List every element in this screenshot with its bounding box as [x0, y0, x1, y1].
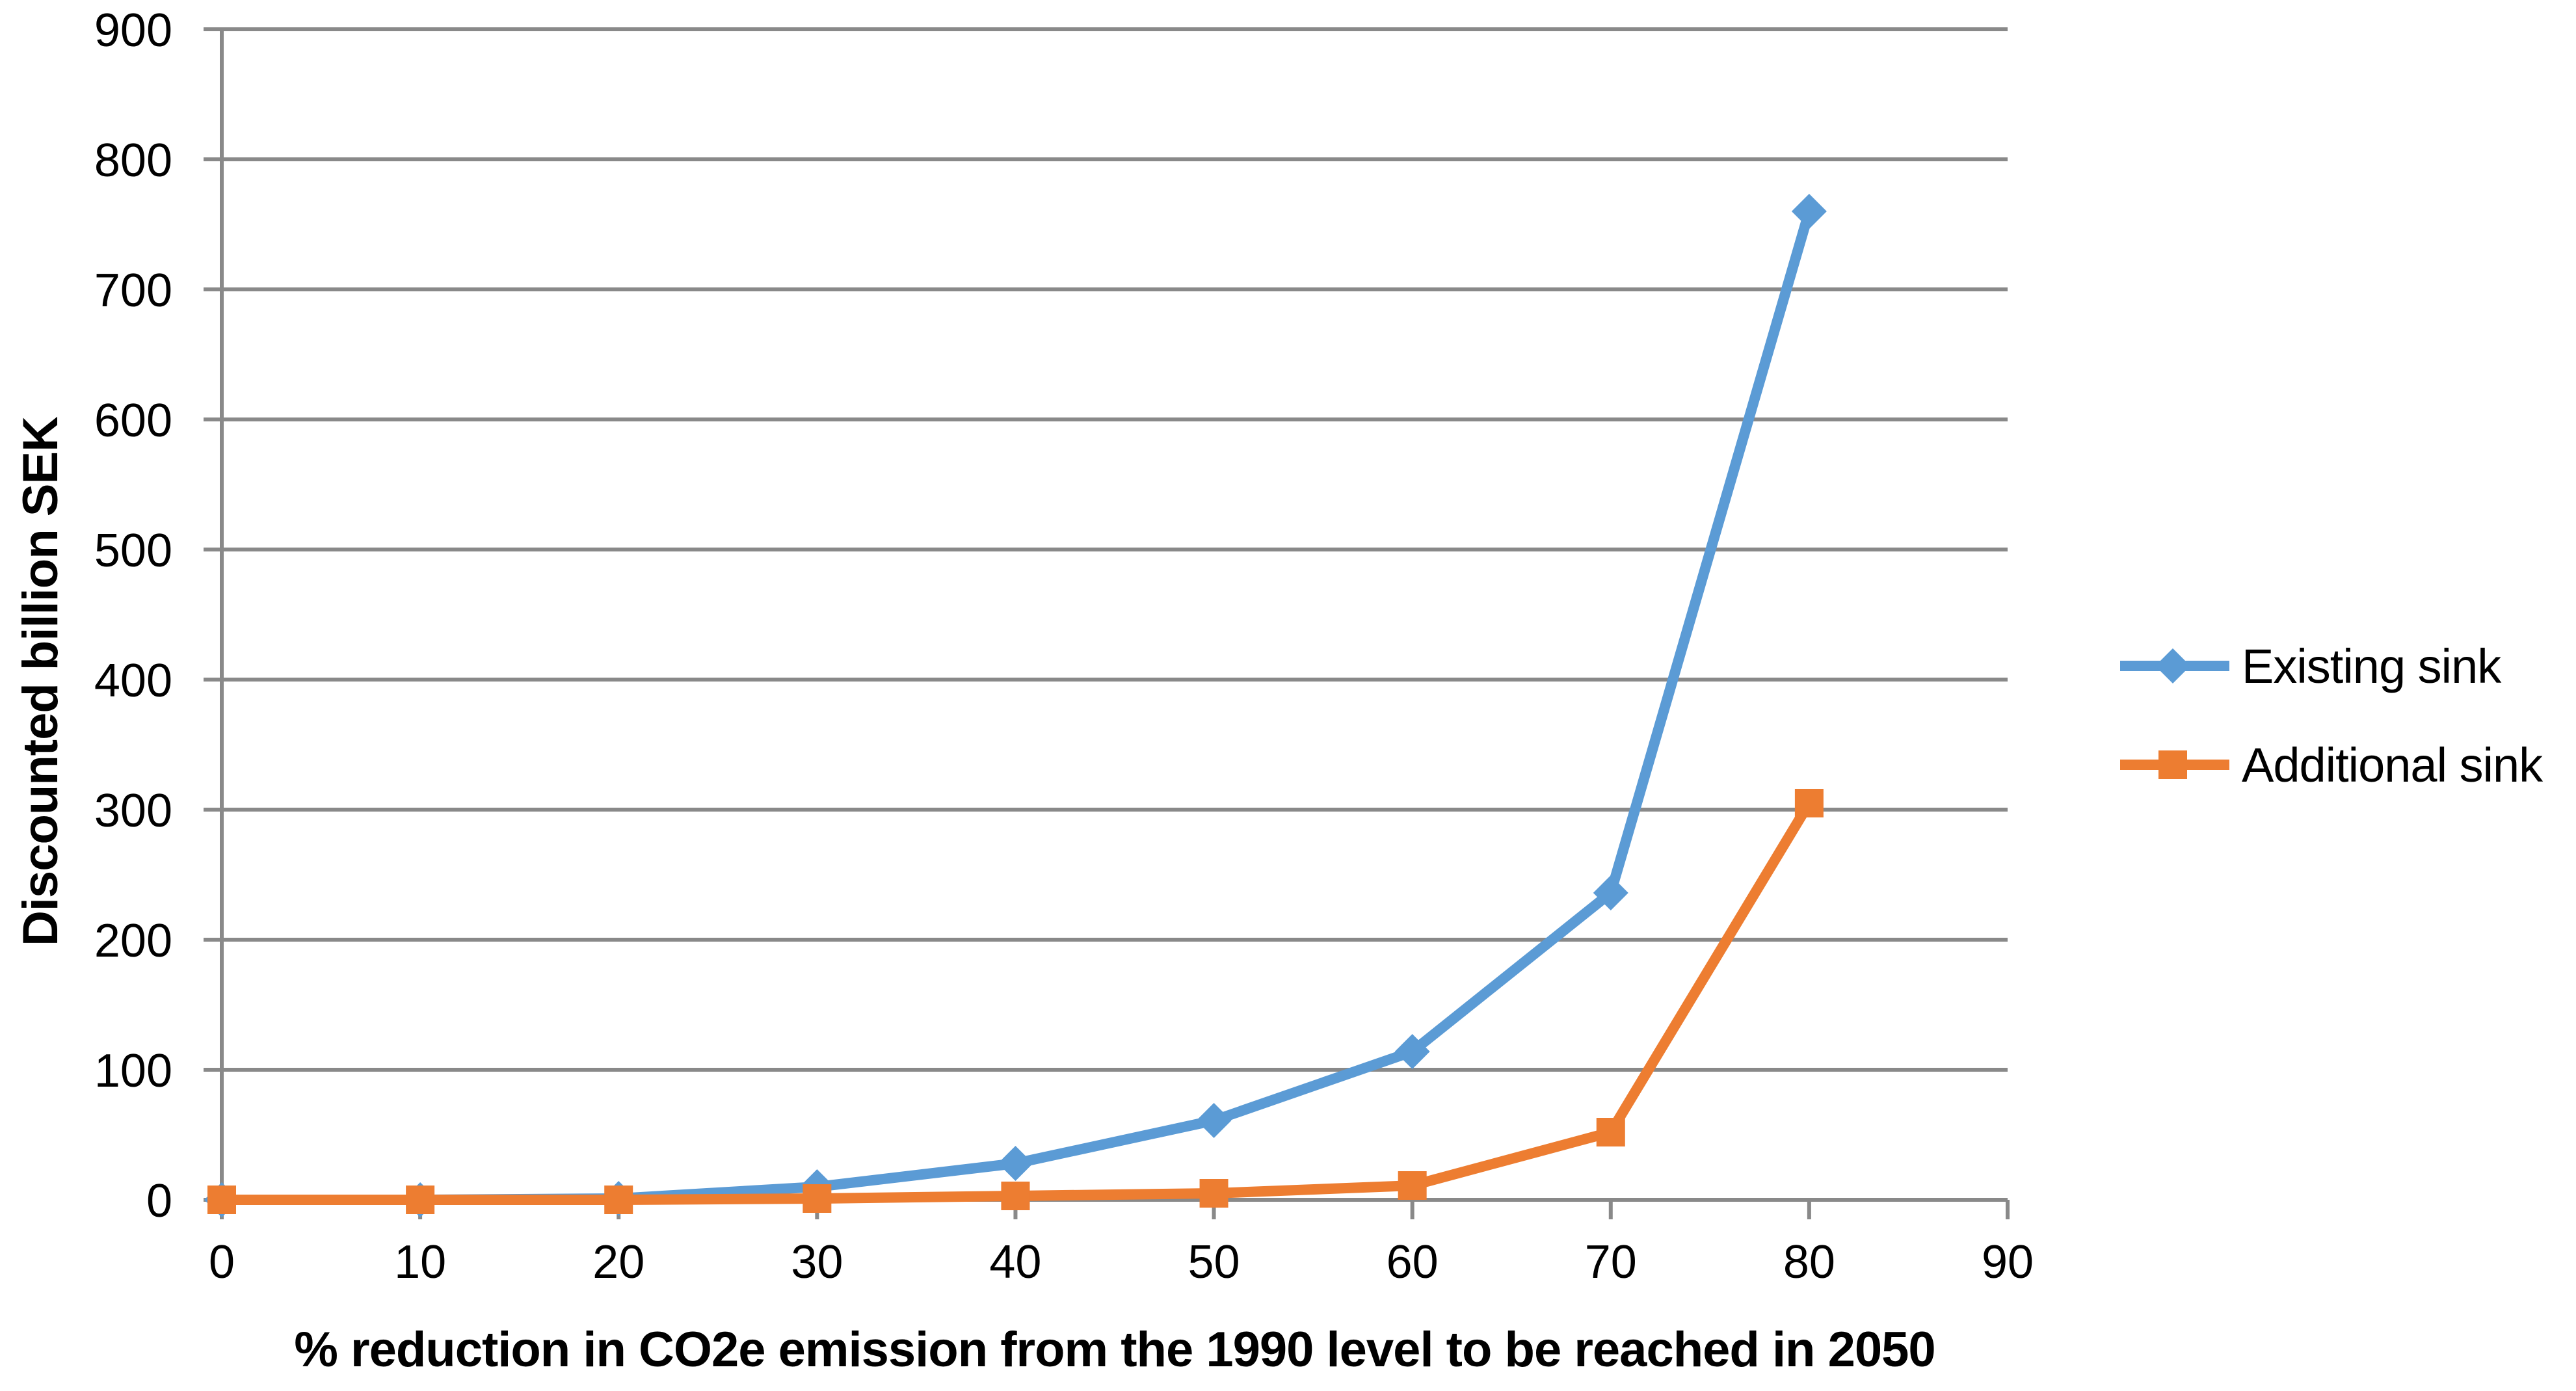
y-axis-title: Discounted billion SEK	[13, 416, 68, 947]
x-axis-title: % reduction in CO2e emission from the 19…	[294, 1322, 1935, 1377]
y-tick-label: 300	[94, 785, 172, 837]
additional-sink-marker-point	[1794, 789, 1824, 817]
additional-sink-marker-point	[1596, 1118, 1625, 1146]
legend-label-additional-sink: Additional sink	[2242, 737, 2543, 792]
x-tick-label: 70	[1585, 1236, 1637, 1288]
x-tick-label: 40	[989, 1236, 1041, 1288]
series-existing-sink	[204, 194, 1827, 1217]
y-tick-label: 200	[94, 915, 172, 967]
additional-sink-legend-marker	[2120, 750, 2229, 779]
legend-item-existing-sink: Existing sink	[2117, 639, 2501, 693]
existing-sink-legend-marker	[2120, 648, 2229, 683]
y-tick-label: 500	[94, 525, 172, 577]
x-tick-label: 90	[1982, 1236, 2034, 1288]
additional-sink-marker-point	[207, 1186, 236, 1214]
y-tick-label: 600	[94, 395, 172, 447]
y-tick-label: 400	[94, 655, 172, 707]
x-tick-label: 0	[209, 1236, 235, 1288]
additional-sink-marker-point	[803, 1184, 832, 1213]
existing-sink-marker-point	[998, 1146, 1033, 1181]
y-tick-label: 700	[94, 265, 172, 317]
gridlines	[222, 27, 2008, 1072]
existing-sink-marker-point	[1593, 875, 1628, 910]
axes	[204, 27, 2010, 1219]
existing-sink-marker-point	[1196, 1103, 1232, 1138]
additional-sink-marker-point	[406, 1186, 435, 1214]
y-tick-label: 900	[94, 5, 172, 57]
x-tick-label: 20	[592, 1236, 644, 1288]
x-tick-label: 30	[791, 1236, 843, 1288]
existing-sink-marker-point	[1791, 194, 1827, 229]
series-additional-sink	[207, 789, 1824, 1214]
y-tick-label: 0	[146, 1175, 172, 1227]
additional-sink-marker-point	[1001, 1182, 1030, 1210]
y-tick-label: 100	[94, 1045, 172, 1097]
existing-sink-marker-point	[1394, 1034, 1430, 1069]
diamond-marker-icon	[2155, 648, 2190, 683]
tick-labels: 0 100 200 300 400 500 600 700 800 900 0 10 20 30 40 50 6…	[94, 5, 2034, 1288]
additional-sink-marker-point	[1398, 1171, 1427, 1200]
x-tick-label: 60	[1387, 1236, 1439, 1288]
legend-item-additional-sink: Additional sink	[2117, 737, 2543, 792]
y-tick-label: 800	[94, 135, 172, 187]
existing-sink-line	[217, 206, 1814, 1205]
x-tick-label: 10	[394, 1236, 446, 1288]
x-tick-label: 50	[1188, 1236, 1240, 1288]
square-marker-icon	[2158, 750, 2187, 779]
additional-sink-marker-point	[604, 1186, 633, 1214]
x-tick-label: 80	[1783, 1236, 1835, 1288]
additional-sink-marker-point	[1199, 1179, 1228, 1208]
legend-label-existing-sink: Existing sink	[2242, 639, 2501, 693]
additional-sink-line	[217, 798, 1814, 1205]
